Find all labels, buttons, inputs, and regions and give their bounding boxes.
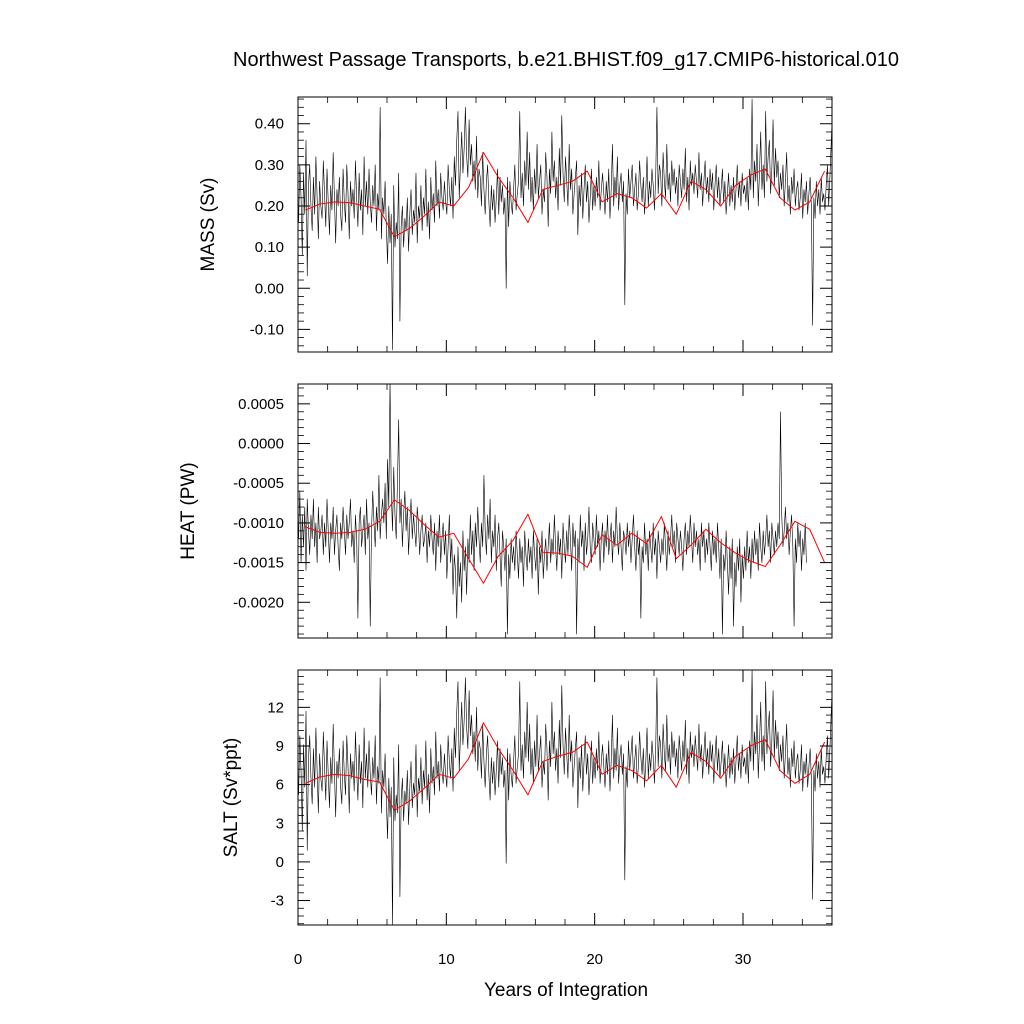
salt-y-tick-label: 0 [276, 854, 284, 871]
salt-plot-area [298, 670, 832, 925]
panel-heat: -0.0020 -0.0015 -0.0010 -0.0005 0.0000 0.0005… [178, 383, 833, 639]
heat-y-tick-label: -0.0020 [233, 594, 284, 611]
heat-y-tick-label: -0.0010 [233, 515, 284, 532]
heat-monthly-series-line [298, 384, 807, 635]
x-tick-label: 30 [735, 951, 752, 968]
mass-plot-area [298, 98, 832, 351]
heat-y-tick-label: 0.0005 [238, 396, 284, 413]
mass-y-tick-label: 0.30 [255, 157, 284, 174]
mass-y-tick-label: 0.10 [255, 239, 284, 256]
mass-y-tick-label: 0.20 [255, 198, 284, 215]
salt-y-tick-label: 12 [267, 699, 284, 716]
heat-plot-area [298, 384, 826, 635]
panel-salt-ylabel: SALT (Sv*ppt) [221, 738, 242, 858]
mass-y-tick-label: -0.10 [250, 321, 284, 338]
x-tick-label: 20 [586, 951, 603, 968]
salt-annual-mean-line [305, 722, 826, 811]
x-tick-label: 0 [294, 951, 302, 968]
salt-y-tick-label: 3 [276, 815, 284, 832]
mass-plot-frame [297, 96, 833, 353]
heat-y-tick-label: -0.0005 [233, 475, 284, 492]
mass-y-tick-label: 0.00 [255, 280, 284, 297]
heat-annual-mean-line [305, 499, 826, 584]
panel-mass: -0.10 0.00 0.10 0.20 0.30 0.40 MASS (Sv) [198, 96, 833, 353]
panel-salt: -3 0 3 6 9 12 0 10 20 30 SALT (Sv*ppt) [221, 669, 833, 968]
heat-y-tick-label: 0.0000 [238, 436, 284, 453]
x-tick-label: 10 [438, 951, 455, 968]
salt-y-tick-label: 9 [276, 738, 284, 755]
salt-monthly-series-line [298, 670, 832, 925]
panel-heat-ylabel: HEAT (PW) [178, 462, 199, 559]
x-axis-label: Years of Integration [484, 980, 648, 1001]
mass-monthly-series-line [298, 98, 832, 351]
salt-plot-frame [297, 669, 833, 926]
panel-mass-ylabel: MASS (Sv) [198, 178, 219, 272]
salt-y-tick-label: -3 [271, 893, 284, 910]
heat-y-tick-label: -0.0015 [233, 555, 284, 572]
chart-title: Northwest Passage Transports, b.e21.BHIS… [233, 49, 899, 71]
mass-annual-mean-line [305, 152, 826, 238]
salt-y-tick-label: 6 [276, 777, 284, 794]
mass-y-tick-label: 0.40 [255, 116, 284, 133]
